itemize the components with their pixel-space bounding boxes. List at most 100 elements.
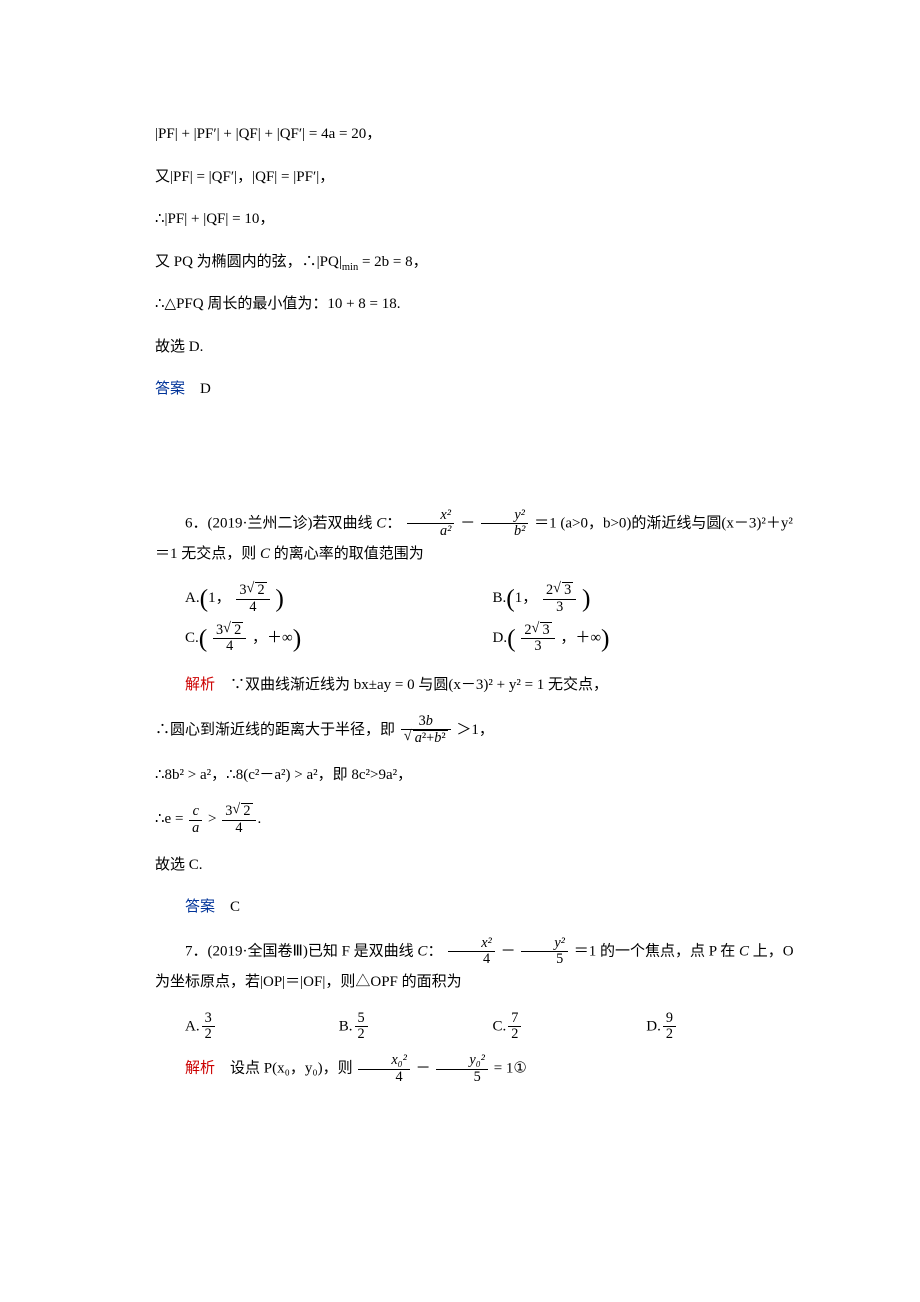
fraction: 32: [202, 1011, 215, 1043]
q5-answer-value: D: [200, 381, 211, 397]
paren-icon: ): [275, 584, 284, 613]
text: 又 PQ 为椭圆内的弦，∴|PQ|: [155, 254, 342, 270]
text: = 1①: [494, 1061, 527, 1077]
denominator: a: [189, 821, 202, 837]
sqrt: 2: [255, 582, 266, 599]
paren-icon: (: [506, 584, 515, 613]
text: .: [258, 811, 262, 827]
q6-sol-line-5: 故选 C.: [155, 851, 800, 880]
text: ∴e =: [155, 811, 187, 827]
denominator: 4: [448, 952, 495, 968]
denominator: 2: [355, 1027, 368, 1043]
option-label: B.: [493, 590, 507, 606]
denominator: 5: [436, 1070, 488, 1086]
text: = 2b = 8，: [358, 254, 427, 270]
text: ∴圆心到渐近线的距离大于半径，即: [155, 722, 395, 738]
q6-option-a: A.(1， 324 ): [185, 582, 493, 615]
q6-sol-line-4: ∴e = ca > 324.: [155, 803, 800, 836]
q6-option-d: D.( 233 ，＋∞): [493, 622, 801, 655]
fraction: x²4: [448, 936, 495, 968]
numerator: 3: [202, 1011, 215, 1028]
numerator: x²: [407, 508, 454, 525]
q7-stem: 7．(2019·全国卷Ⅲ)已知 F 是双曲线 C： x²4 － y²5 ＝1 的…: [155, 936, 800, 997]
q6-option-c: C.( 324 ，＋∞): [185, 622, 493, 655]
fraction: x₀²4: [358, 1053, 410, 1085]
denominator: 3: [543, 600, 576, 616]
option-label: A.: [185, 590, 200, 606]
sqrt: 2: [232, 622, 243, 639]
numerator: y₀²: [436, 1053, 488, 1070]
q7-option-b: B.52: [339, 1011, 493, 1043]
q6-options: A.(1， 324 ) B.(1， 233 ) C.( 324 ，＋∞) D.(…: [185, 582, 800, 661]
section-gap: [155, 418, 800, 508]
text: ，＋∞: [252, 630, 293, 646]
text: ＝1 的一个焦点，点 P 在: [574, 943, 739, 959]
paren-icon: (: [200, 584, 209, 613]
text: 6．(2019·兰州二诊)若双曲线: [185, 515, 376, 531]
fraction: 72: [508, 1011, 521, 1043]
fraction: y²5: [521, 936, 568, 968]
paren-icon: ): [293, 623, 302, 652]
q6-sol-line-3: ∴8b² > a²，∴8(c²－a²) > a²，即 8c²>9a²，: [155, 761, 800, 790]
numerator: 23: [543, 582, 576, 600]
text: －: [460, 515, 475, 531]
denominator: 4: [222, 821, 255, 837]
text: ：: [427, 943, 442, 959]
numerator: 7: [508, 1011, 521, 1028]
analysis-label: 解析: [185, 677, 215, 693]
fraction: x²a²: [407, 508, 454, 540]
q6-sol-line-1: 解析 ∵双曲线渐近线为 bx±ay = 0 与圆(x－3)² + y² = 1 …: [155, 671, 800, 700]
answer-label: 答案: [185, 899, 215, 915]
q5-sol-line-3: ∴|PF| + |QF| = 10，: [155, 205, 800, 234]
q5-sol-line-4: 又 PQ 为椭圆内的弦，∴|PQ|min = 2b = 8，: [155, 248, 800, 277]
text: ∵双曲线渐近线为 bx±ay = 0 与圆(x－3)² + y² = 1 无交点…: [230, 677, 608, 693]
text: >: [208, 811, 220, 827]
numerator: c: [189, 804, 202, 821]
numerator: x²: [448, 936, 495, 953]
numerator: 32: [222, 803, 255, 821]
numerator: 23: [521, 622, 554, 640]
sqrt: a²+b²: [413, 730, 448, 747]
option-label: B.: [339, 1018, 353, 1034]
denominator: a²+b²: [401, 730, 451, 747]
denominator: 4: [236, 600, 269, 616]
subscript: min: [342, 262, 358, 273]
sqrt: 3: [562, 582, 573, 599]
q6-answer-value: C: [230, 899, 240, 915]
text: ，＋∞: [560, 630, 601, 646]
q6-stem: 6．(2019·兰州二诊)若双曲线 C： x²a² － y²b² ＝1 (a>0…: [155, 508, 800, 569]
q5-sol-line-5: ∴△PFQ 周长的最小值为：10 + 8 = 18.: [155, 290, 800, 319]
page: |PF| + |PF′| + |QF| + |QF′| = 4a = 20， 又…: [0, 0, 920, 1302]
numerator: 32: [213, 622, 246, 640]
fraction: 92: [663, 1011, 676, 1043]
sqrt: 2: [241, 803, 252, 820]
option-label: C.: [185, 630, 199, 646]
denominator: 2: [663, 1027, 676, 1043]
fraction: 324: [236, 582, 269, 615]
q7-option-a: A.32: [185, 1011, 339, 1043]
q7-options: A.32 B.52 C.72 D.92: [185, 1011, 800, 1043]
fraction: 233: [543, 582, 576, 615]
q5-sol-line-1: |PF| + |PF′| + |QF| + |QF′| = 4a = 20，: [155, 120, 800, 149]
denominator: 5: [521, 952, 568, 968]
q7-sol-line-1: 解析 设点 P(x₀，y₀)，则 x₀²4 － y₀²5 = 1①: [155, 1053, 800, 1085]
q6-answer-line: 答案 C: [155, 893, 800, 922]
q7-option-d: D.92: [646, 1011, 800, 1043]
numerator: 5: [355, 1011, 368, 1028]
paren-icon: ): [582, 584, 591, 613]
denominator: 4: [213, 639, 246, 655]
option-label: A.: [185, 1018, 200, 1034]
denominator: a²: [407, 524, 454, 540]
q7-option-c: C.72: [493, 1011, 647, 1043]
text: 的离心率的取值范围为: [270, 546, 424, 562]
numerator: 9: [663, 1011, 676, 1028]
sqrt: 3: [540, 622, 551, 639]
answer-label: 答案: [155, 381, 185, 397]
numerator: 32: [236, 582, 269, 600]
fraction: 324: [222, 803, 255, 836]
paren-icon: ): [601, 623, 610, 652]
q5-sol-line-6: 故选 D.: [155, 333, 800, 362]
denominator: 3: [521, 639, 554, 655]
numerator: y²: [481, 508, 528, 525]
text: C: [417, 943, 427, 959]
